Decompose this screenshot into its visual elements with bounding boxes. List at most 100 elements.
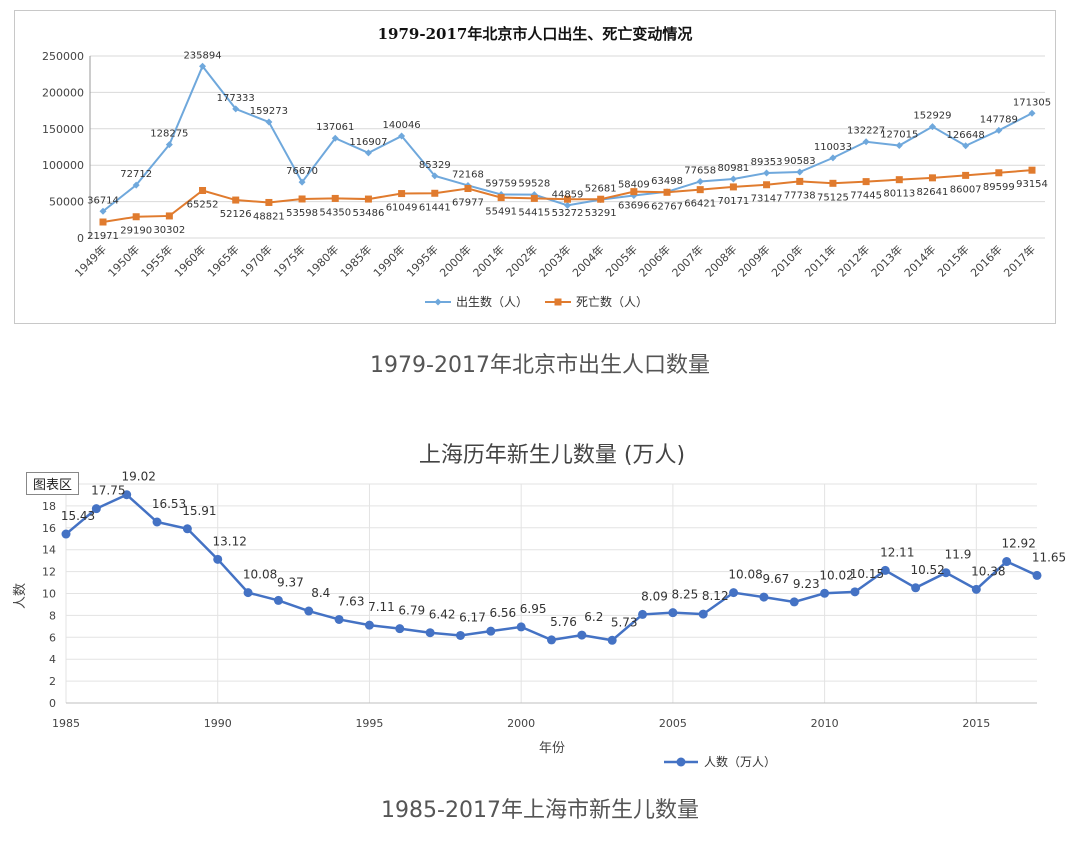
newborns-point	[577, 630, 587, 640]
deaths-point	[696, 186, 704, 194]
newborns-data-label: 6.56	[489, 606, 516, 620]
deaths-data-label: 70171	[717, 196, 749, 207]
deaths-point	[298, 195, 306, 203]
newborns-data-label: 11.65	[1032, 550, 1066, 564]
newborns-point	[638, 609, 648, 619]
beijing-chart-panel: 1979-2017年北京市人口出生、死亡变动情况 0 50000 100000 150…	[14, 10, 1056, 324]
newborns-point	[304, 606, 314, 616]
births-data-label: 89353	[751, 157, 783, 168]
newborns-point	[668, 608, 678, 618]
births-point	[132, 181, 140, 189]
births-data-label: 152929	[913, 111, 951, 122]
deaths-point	[1028, 166, 1036, 174]
newborns-data-label: 10.15	[850, 567, 884, 581]
deaths-point	[729, 183, 737, 191]
shanghai-chart: 上海历年新生儿数量 (万人) 0 2 4 6 8 10 12 14 16 18 1985 1990 1…	[13, 443, 1066, 769]
y-tick-label: 14	[42, 544, 56, 557]
deaths-data-label: 80113	[883, 189, 915, 200]
deaths-point	[464, 185, 472, 193]
shanghai-chart-title: 上海历年新生儿数量 (万人)	[419, 443, 685, 468]
births-data-label: 128275	[150, 129, 188, 140]
newborns-point	[547, 635, 556, 645]
newborns-data-label: 9.67	[763, 572, 790, 586]
legend-marker	[554, 298, 562, 306]
newborns-data-label: 10.52	[910, 563, 944, 577]
y-tick-label: 2	[49, 675, 56, 688]
shanghai-y-axis-title: 人数	[13, 583, 28, 609]
newborns-data-label: 12.92	[1001, 537, 1035, 551]
chart-area-badge[interactable]: 图表区	[26, 472, 80, 495]
newborns-point	[455, 630, 465, 640]
deaths-data-label: 61441	[419, 202, 451, 213]
newborns-data-label: 11.9	[945, 548, 972, 562]
deaths-point	[165, 212, 173, 220]
deaths-point	[895, 176, 903, 184]
newborns-data-label: 17.75	[91, 484, 125, 498]
y-tick-label: 6	[49, 631, 56, 644]
newborns-data-label: 10.08	[728, 568, 762, 582]
deaths-point	[862, 178, 870, 186]
y-tick-label: 0	[49, 697, 56, 710]
deaths-point	[630, 188, 638, 196]
newborns-point	[516, 622, 526, 632]
births-data-label: 59528	[518, 179, 550, 190]
deaths-data-label: 67977	[452, 198, 484, 209]
births-data-label: 171305	[1013, 97, 1051, 108]
births-data-label: 44859	[552, 189, 584, 200]
deaths-point	[928, 174, 936, 182]
births-data-label: 76670	[286, 166, 318, 177]
deaths-data-label: 82641	[917, 187, 949, 198]
births-point	[99, 207, 107, 215]
births-point	[696, 177, 704, 185]
newborns-data-label: 6.2	[584, 610, 603, 624]
deaths-point	[597, 195, 605, 203]
legend-label: 死亡数（人）	[576, 294, 648, 309]
newborns-point	[425, 628, 435, 638]
deaths-data-label: 86007	[950, 184, 982, 195]
births-point	[829, 154, 837, 162]
newborns-data-label: 5.76	[550, 615, 577, 629]
x-tick-label: 1995	[355, 717, 383, 730]
deaths-point	[99, 218, 107, 226]
newborns-point	[941, 568, 951, 578]
births-data-label: 77658	[684, 165, 716, 176]
newborns-point	[607, 635, 617, 645]
births-point	[962, 142, 970, 150]
deaths-data-label: 54415	[518, 207, 550, 218]
deaths-point	[132, 213, 140, 221]
deaths-point	[232, 196, 240, 204]
newborns-point	[213, 554, 223, 564]
newborns-point	[486, 626, 496, 636]
newborns-point	[61, 529, 71, 539]
deaths-data-label: 53272	[552, 208, 584, 219]
deaths-data-label: 62767	[651, 201, 683, 212]
deaths-data-label: 89599	[983, 182, 1015, 193]
deaths-data-label: 54350	[319, 207, 351, 218]
newborns-point	[273, 595, 283, 605]
births-point	[796, 168, 804, 176]
legend-label: 人数（万人）	[704, 754, 776, 769]
newborns-data-label: 8.09	[641, 589, 668, 603]
beijing-chart: 1979-2017年北京市人口出生、死亡变动情况 0 50000 100000 150…	[42, 25, 1051, 309]
x-tick-label: 1990	[204, 717, 232, 730]
births-data-label: 72168	[452, 169, 484, 180]
y-tick-label: 100000	[42, 159, 84, 172]
newborns-data-label: 7.11	[368, 600, 395, 614]
newborns-point	[395, 624, 405, 634]
deaths-point	[995, 169, 1003, 177]
y-tick-label: 8	[49, 609, 56, 622]
y-tick-label: 150000	[42, 123, 84, 136]
legend-marker	[434, 298, 442, 306]
births-point	[265, 118, 273, 126]
newborns-data-label: 10.38	[971, 564, 1005, 578]
deaths-data-label: 63696	[618, 201, 650, 212]
births-data-label: 110033	[814, 142, 852, 153]
deaths-point	[364, 195, 372, 203]
deaths-point	[398, 190, 406, 198]
births-data-label: 159273	[250, 106, 288, 117]
deaths-data-label: 66421	[684, 199, 716, 210]
shanghai-x-axis-title: 年份	[539, 741, 565, 756]
legend-label: 出生数（人）	[456, 294, 528, 309]
newborns-point	[789, 597, 799, 607]
deaths-data-label: 48821	[253, 211, 285, 222]
